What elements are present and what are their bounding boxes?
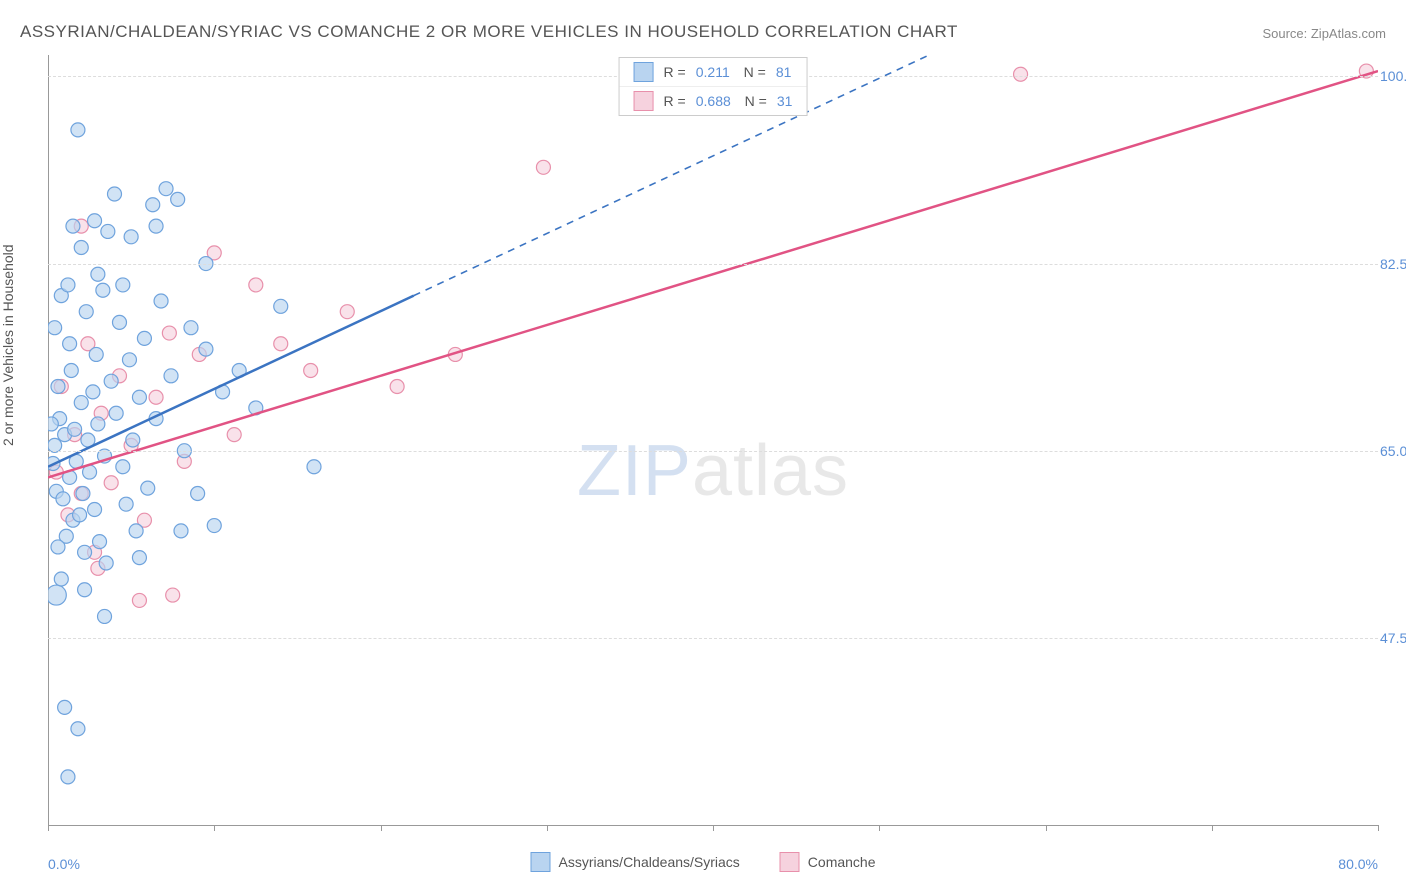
y-tick-label: 100.0% (1380, 68, 1406, 84)
legend-series: Assyrians/Chaldeans/Syriacs Comanche (531, 852, 876, 872)
gridline (48, 451, 1378, 452)
watermark-part1: ZIP (577, 431, 692, 511)
x-axis-min-label: 0.0% (48, 856, 80, 872)
y-tick-label: 47.5% (1380, 630, 1406, 646)
legend-label-comanche: Comanche (808, 854, 876, 870)
plot-area: ZIPatlas R = 0.211 N = 81 R = 0.688 N = … (48, 55, 1378, 826)
x-tick (713, 825, 714, 831)
x-tick (1378, 825, 1379, 831)
swatch-assyrian-bottom (531, 852, 551, 872)
chart-svg (48, 55, 1378, 825)
watermark: ZIPatlas (577, 430, 849, 512)
x-tick (214, 825, 215, 831)
source-label: Source: ZipAtlas.com (1262, 26, 1386, 41)
n-value-assyrian: 81 (776, 64, 792, 80)
gridline (48, 264, 1378, 265)
x-tick (879, 825, 880, 831)
swatch-assyrian (634, 62, 654, 82)
legend-label-assyrian: Assyrians/Chaldeans/Syriacs (559, 854, 740, 870)
y-axis-title: 2 or more Vehicles in Household (0, 244, 16, 446)
y-axis-line (48, 55, 49, 825)
legend-row-assyrian: R = 0.211 N = 81 (620, 58, 807, 87)
n-value-comanche: 31 (777, 93, 793, 109)
n-label: N = (740, 64, 766, 80)
legend-item-assyrian: Assyrians/Chaldeans/Syriacs (531, 852, 740, 872)
y-tick-label: 82.5% (1380, 256, 1406, 272)
x-tick (1212, 825, 1213, 831)
x-tick (547, 825, 548, 831)
r-label: R = (664, 64, 686, 80)
r-value-comanche: 0.688 (696, 93, 731, 109)
y-tick-label: 65.0% (1380, 443, 1406, 459)
x-tick (381, 825, 382, 831)
r-label: R = (664, 93, 686, 109)
legend-row-comanche: R = 0.688 N = 31 (620, 87, 807, 115)
legend-item-comanche: Comanche (780, 852, 876, 872)
swatch-comanche-bottom (780, 852, 800, 872)
legend-correlation: R = 0.211 N = 81 R = 0.688 N = 31 (619, 57, 808, 116)
n-label: N = (741, 93, 767, 109)
r-value-assyrian: 0.211 (696, 64, 730, 80)
x-axis-max-label: 80.0% (1338, 856, 1378, 872)
swatch-comanche (634, 91, 654, 111)
x-tick (48, 825, 49, 831)
gridline (48, 638, 1378, 639)
watermark-part2: atlas (692, 431, 849, 511)
x-tick (1046, 825, 1047, 831)
chart-title: ASSYRIAN/CHALDEAN/SYRIAC VS COMANCHE 2 O… (20, 22, 958, 42)
